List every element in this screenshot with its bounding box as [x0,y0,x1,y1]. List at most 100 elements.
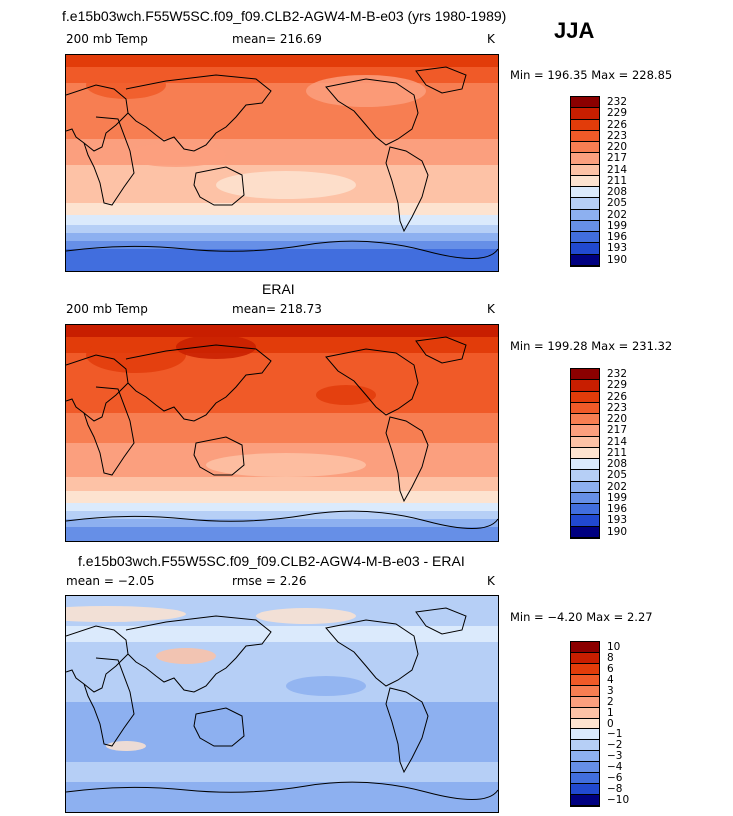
colorbar-swatch [571,220,599,233]
field-blob [106,741,146,751]
colorbar-swatch [571,447,599,460]
colorbar-level-label: 193 [607,514,628,527]
panel-3-unit-label: K [487,574,495,588]
colorbar-swatch [571,696,599,708]
colorbar-level-label: 8 [607,651,614,664]
coastline [325,78,419,146]
colorbar-level-label: 193 [607,242,628,255]
colorbar-swatch [571,108,599,120]
panel-1-mean-label: mean= 216.69 [232,32,322,46]
colorbar-swatch [571,175,599,188]
coastline [325,619,419,687]
colorbar-level-label: 232 [607,96,628,108]
field-blob [216,171,356,199]
coastline [125,615,272,693]
colorbar-level-label: 199 [607,491,628,504]
colorbar-level-label: 190 [607,525,628,538]
colorbar-level-label: 196 [607,503,628,516]
colorbar-swatch [571,425,599,437]
coastline [325,348,419,416]
panel-2-minmax-label: Min = 199.28 Max = 231.32 [510,339,673,353]
field-blob [206,453,366,477]
field-blob [316,385,376,405]
colorbar-level-label: 190 [607,253,628,266]
field-band [66,527,498,541]
colorbar-level-label: 4 [607,673,614,686]
colorbar-swatch [571,751,599,763]
colorbar-swatch [571,142,599,154]
colorbar-swatch [571,187,599,199]
coastline [385,146,429,233]
map-canvas [66,55,498,271]
panel-3-colorbar: 10 8 6 4 3 2 1 0 −1 −2 −3 −4 −6 −8 −10 [570,641,629,807]
colorbar-swatch [571,784,599,796]
field-band [66,762,498,782]
map-canvas [66,596,498,812]
colorbar-swatch [571,729,599,741]
coastline [415,336,467,364]
colorbar-level-label: 196 [607,231,628,244]
colorbar-level-label: 220 [607,413,628,426]
colorbar-swatch [571,795,599,806]
colorbar-level-label: −10 [607,794,630,807]
colorbar-swatch [571,380,599,392]
panel-1-variable-label: 200 mb Temp [66,32,148,46]
colorbar-level-label: 214 [607,163,628,176]
colorbar-swatch [571,663,599,675]
colorbar-swatch [571,436,599,448]
colorbar-swatch [571,119,599,131]
coastline [66,781,498,801]
coastline [125,344,272,422]
field-band [66,215,498,225]
coastline [66,510,498,530]
season-label: JJA [554,18,595,43]
coastline [193,707,245,747]
colorbar-level-label: 229 [607,107,628,120]
coastline [385,687,429,774]
panel-2-variable-label: 200 mb Temp [66,302,148,316]
field-band [66,503,498,511]
colorbar-swatch [571,414,599,426]
colorbar-swatch [571,369,599,381]
field-band [66,203,498,215]
colorbar-level-label: 220 [607,141,628,154]
field-band [66,511,498,519]
panel-1-title: f.e15b03wch.F55W5SC.f09_f09.CLB2-AGW4-M-… [62,8,507,24]
colorbar-swatch [571,391,599,403]
colorbar-swatch [571,740,599,752]
field-blob [286,676,366,696]
field-blob [86,337,186,373]
colorbar-level-label: 202 [607,480,628,493]
colorbar-swatch [571,685,599,697]
colorbar-swatch [571,515,599,527]
field-band [66,519,498,527]
colorbar-level-label: 217 [607,424,628,437]
coastline [66,625,129,693]
panel-3-map [65,595,499,813]
field-blob [256,608,356,624]
colorbar-level-label: 202 [607,208,628,221]
colorbar-level-label: 211 [607,174,628,187]
field-band [66,626,498,642]
colorbar-level-label: 226 [607,390,628,403]
colorbar-swatch [571,707,599,719]
field-blob [66,606,186,622]
coastline [193,166,245,206]
field-band [66,55,498,67]
colorbar-level-label: 229 [607,379,628,392]
colorbar-level-label: −4 [607,761,623,774]
colorbar-swatch [571,481,599,493]
colorbar-swatch [571,652,599,664]
field-blob [156,648,216,664]
panel-1-colorbar: 232 229 226 223 220 217 214 211 208 205 202 199 196 1… [570,96,627,267]
colorbar-level-label: −1 [607,728,623,741]
colorbar-swatch [571,402,599,415]
colorbar-level-label: 208 [607,458,628,471]
coastline [385,416,429,503]
colorbar-level-label: −8 [607,783,623,796]
colorbar-level-label: 1 [607,706,614,719]
field-band [66,477,498,491]
colorbar-level-label: 223 [607,401,628,414]
colorbar-level-label: 0 [607,717,614,730]
colorbar-swatch [571,718,599,730]
